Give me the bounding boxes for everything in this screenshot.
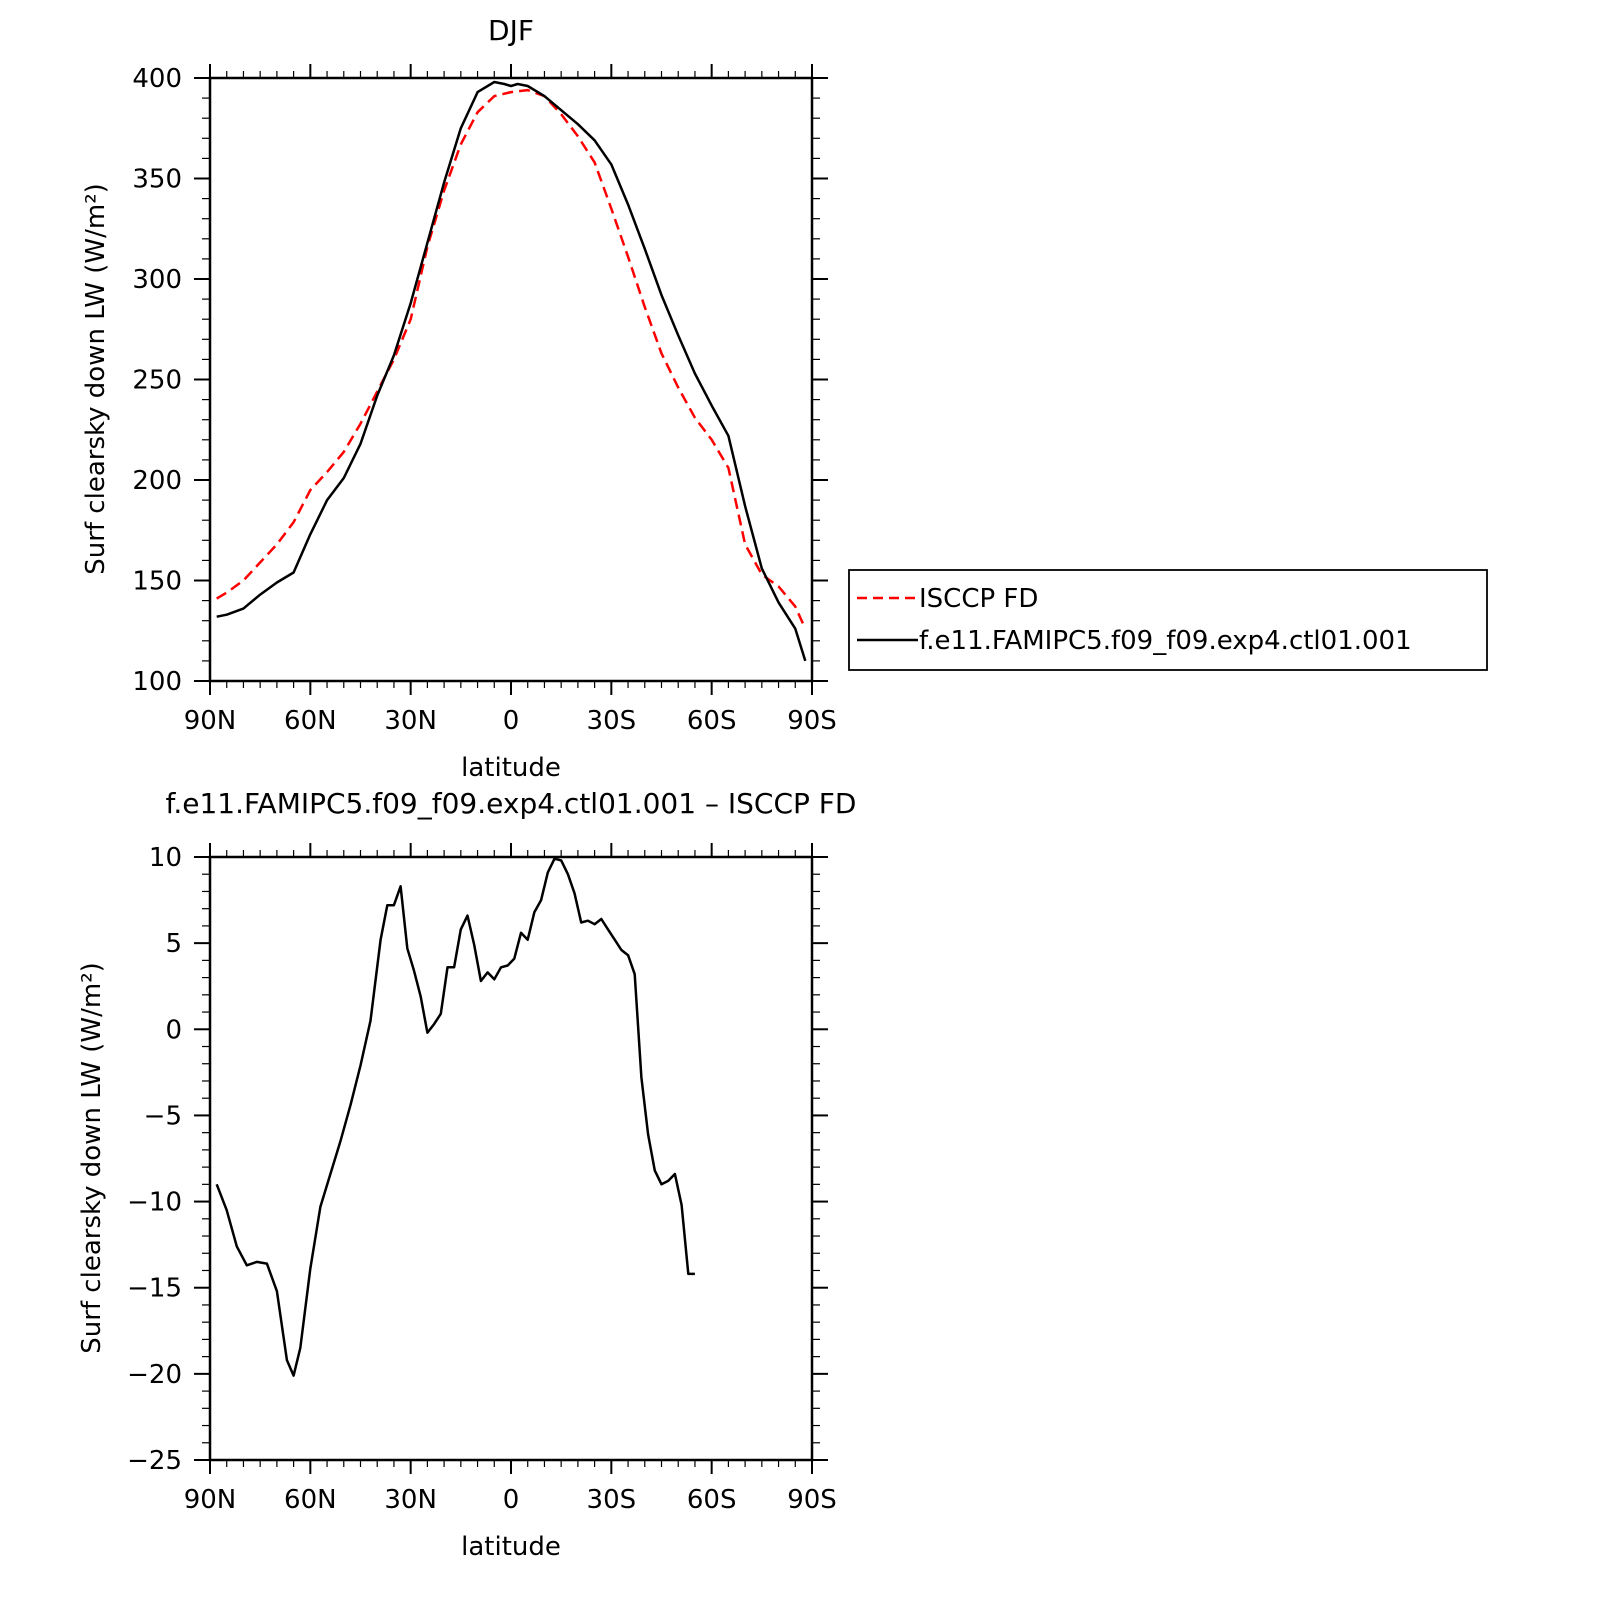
y-tick-label: 100 bbox=[132, 667, 182, 697]
top-x-axis-label: latitude bbox=[461, 753, 561, 783]
legend-label-model: f.e11.FAMIPC5.f09_f09.exp4.ctl01.001 bbox=[919, 626, 1412, 656]
y-tick-label: 10 bbox=[149, 843, 182, 873]
top-panel: DJF 90N 60N 30N 0 30S 60S 90S 100 150 200 250 300 35… bbox=[81, 14, 1488, 783]
x-tick-label: 30S bbox=[587, 1485, 637, 1515]
x-tick-label: 60N bbox=[284, 706, 337, 736]
difference-line bbox=[215, 857, 695, 1377]
top-plot-frame bbox=[208, 76, 814, 683]
x-tick-label: 0 bbox=[503, 706, 520, 736]
x-tick-label: 90N bbox=[184, 1485, 237, 1515]
y-tick-label: 5 bbox=[165, 929, 182, 959]
y-tick-label: 150 bbox=[132, 567, 182, 597]
legend: ISCCP FD f.e11.FAMIPC5.f09_f09.exp4.ctl0… bbox=[848, 569, 1488, 671]
y-tick-label: −20 bbox=[127, 1360, 182, 1390]
isccp-fd-line bbox=[216, 88, 807, 630]
x-tick-label: 90S bbox=[787, 706, 837, 736]
y-tick-label: 300 bbox=[132, 265, 182, 295]
legend-box bbox=[848, 569, 1488, 671]
x-tick-label: 90S bbox=[787, 1485, 837, 1515]
x-tick-label: 0 bbox=[503, 1485, 520, 1515]
bottom-panel: f.e11.FAMIPC5.f09_f09.exp4.ctl01.001 – I… bbox=[77, 787, 856, 1562]
top-y-axis-label: Surf clearsky down LW (W/m²) bbox=[81, 183, 111, 575]
y-tick-label: −25 bbox=[127, 1446, 182, 1476]
x-tick-label: 30S bbox=[587, 706, 637, 736]
x-tick-label: 30N bbox=[384, 706, 437, 736]
model-line bbox=[216, 80, 807, 662]
bottom-x-axis-label: latitude bbox=[461, 1532, 561, 1562]
y-tick-label: 200 bbox=[132, 466, 182, 496]
y-tick-label: −15 bbox=[127, 1274, 182, 1304]
bottom-y-axis-label: Surf clearsky down LW (W/m²) bbox=[77, 962, 107, 1354]
top-panel-title: DJF bbox=[488, 14, 534, 47]
legend-label-isccp: ISCCP FD bbox=[919, 584, 1038, 614]
x-tick-label: 60S bbox=[687, 1485, 737, 1515]
bottom-plot-frame bbox=[208, 855, 814, 1462]
y-tick-label: 250 bbox=[132, 366, 182, 396]
y-tick-label: −10 bbox=[127, 1188, 182, 1218]
y-tick-label: 0 bbox=[165, 1015, 182, 1045]
x-tick-label: 30N bbox=[384, 1485, 437, 1515]
y-tick-label: −5 bbox=[144, 1101, 182, 1131]
x-tick-label: 60S bbox=[687, 706, 737, 736]
y-tick-label: 400 bbox=[132, 64, 182, 94]
y-tick-label: 350 bbox=[132, 165, 182, 195]
x-tick-label: 60N bbox=[284, 1485, 337, 1515]
bottom-panel-title: f.e11.FAMIPC5.f09_f09.exp4.ctl01.001 – I… bbox=[166, 787, 857, 820]
x-tick-label: 90N bbox=[184, 706, 237, 736]
